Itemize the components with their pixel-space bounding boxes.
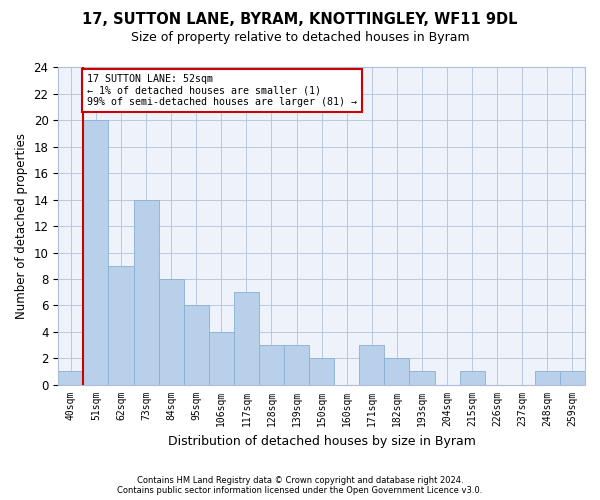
Text: Size of property relative to detached houses in Byram: Size of property relative to detached ho… (131, 31, 469, 44)
Text: 17 SUTTON LANE: 52sqm
← 1% of detached houses are smaller (1)
99% of semi-detach: 17 SUTTON LANE: 52sqm ← 1% of detached h… (87, 74, 357, 108)
Bar (309, 358, 334, 384)
Bar (209, 332, 234, 384)
Bar (109, 266, 134, 384)
Bar (535, 372, 560, 384)
Bar (158, 279, 184, 384)
Bar (560, 372, 585, 384)
Bar (234, 292, 259, 384)
Bar (134, 200, 158, 384)
Bar (359, 345, 385, 385)
Bar (284, 345, 309, 385)
Bar (58, 372, 83, 384)
Bar (184, 306, 209, 384)
Bar (409, 372, 434, 384)
Bar (83, 120, 109, 384)
Bar (460, 372, 485, 384)
X-axis label: Distribution of detached houses by size in Byram: Distribution of detached houses by size … (168, 434, 476, 448)
Text: Contains HM Land Registry data © Crown copyright and database right 2024.: Contains HM Land Registry data © Crown c… (137, 476, 463, 485)
Bar (385, 358, 409, 384)
Text: Contains public sector information licensed under the Open Government Licence v3: Contains public sector information licen… (118, 486, 482, 495)
Text: 17, SUTTON LANE, BYRAM, KNOTTINGLEY, WF11 9DL: 17, SUTTON LANE, BYRAM, KNOTTINGLEY, WF1… (82, 12, 518, 28)
Y-axis label: Number of detached properties: Number of detached properties (15, 133, 28, 319)
Bar (259, 345, 284, 385)
